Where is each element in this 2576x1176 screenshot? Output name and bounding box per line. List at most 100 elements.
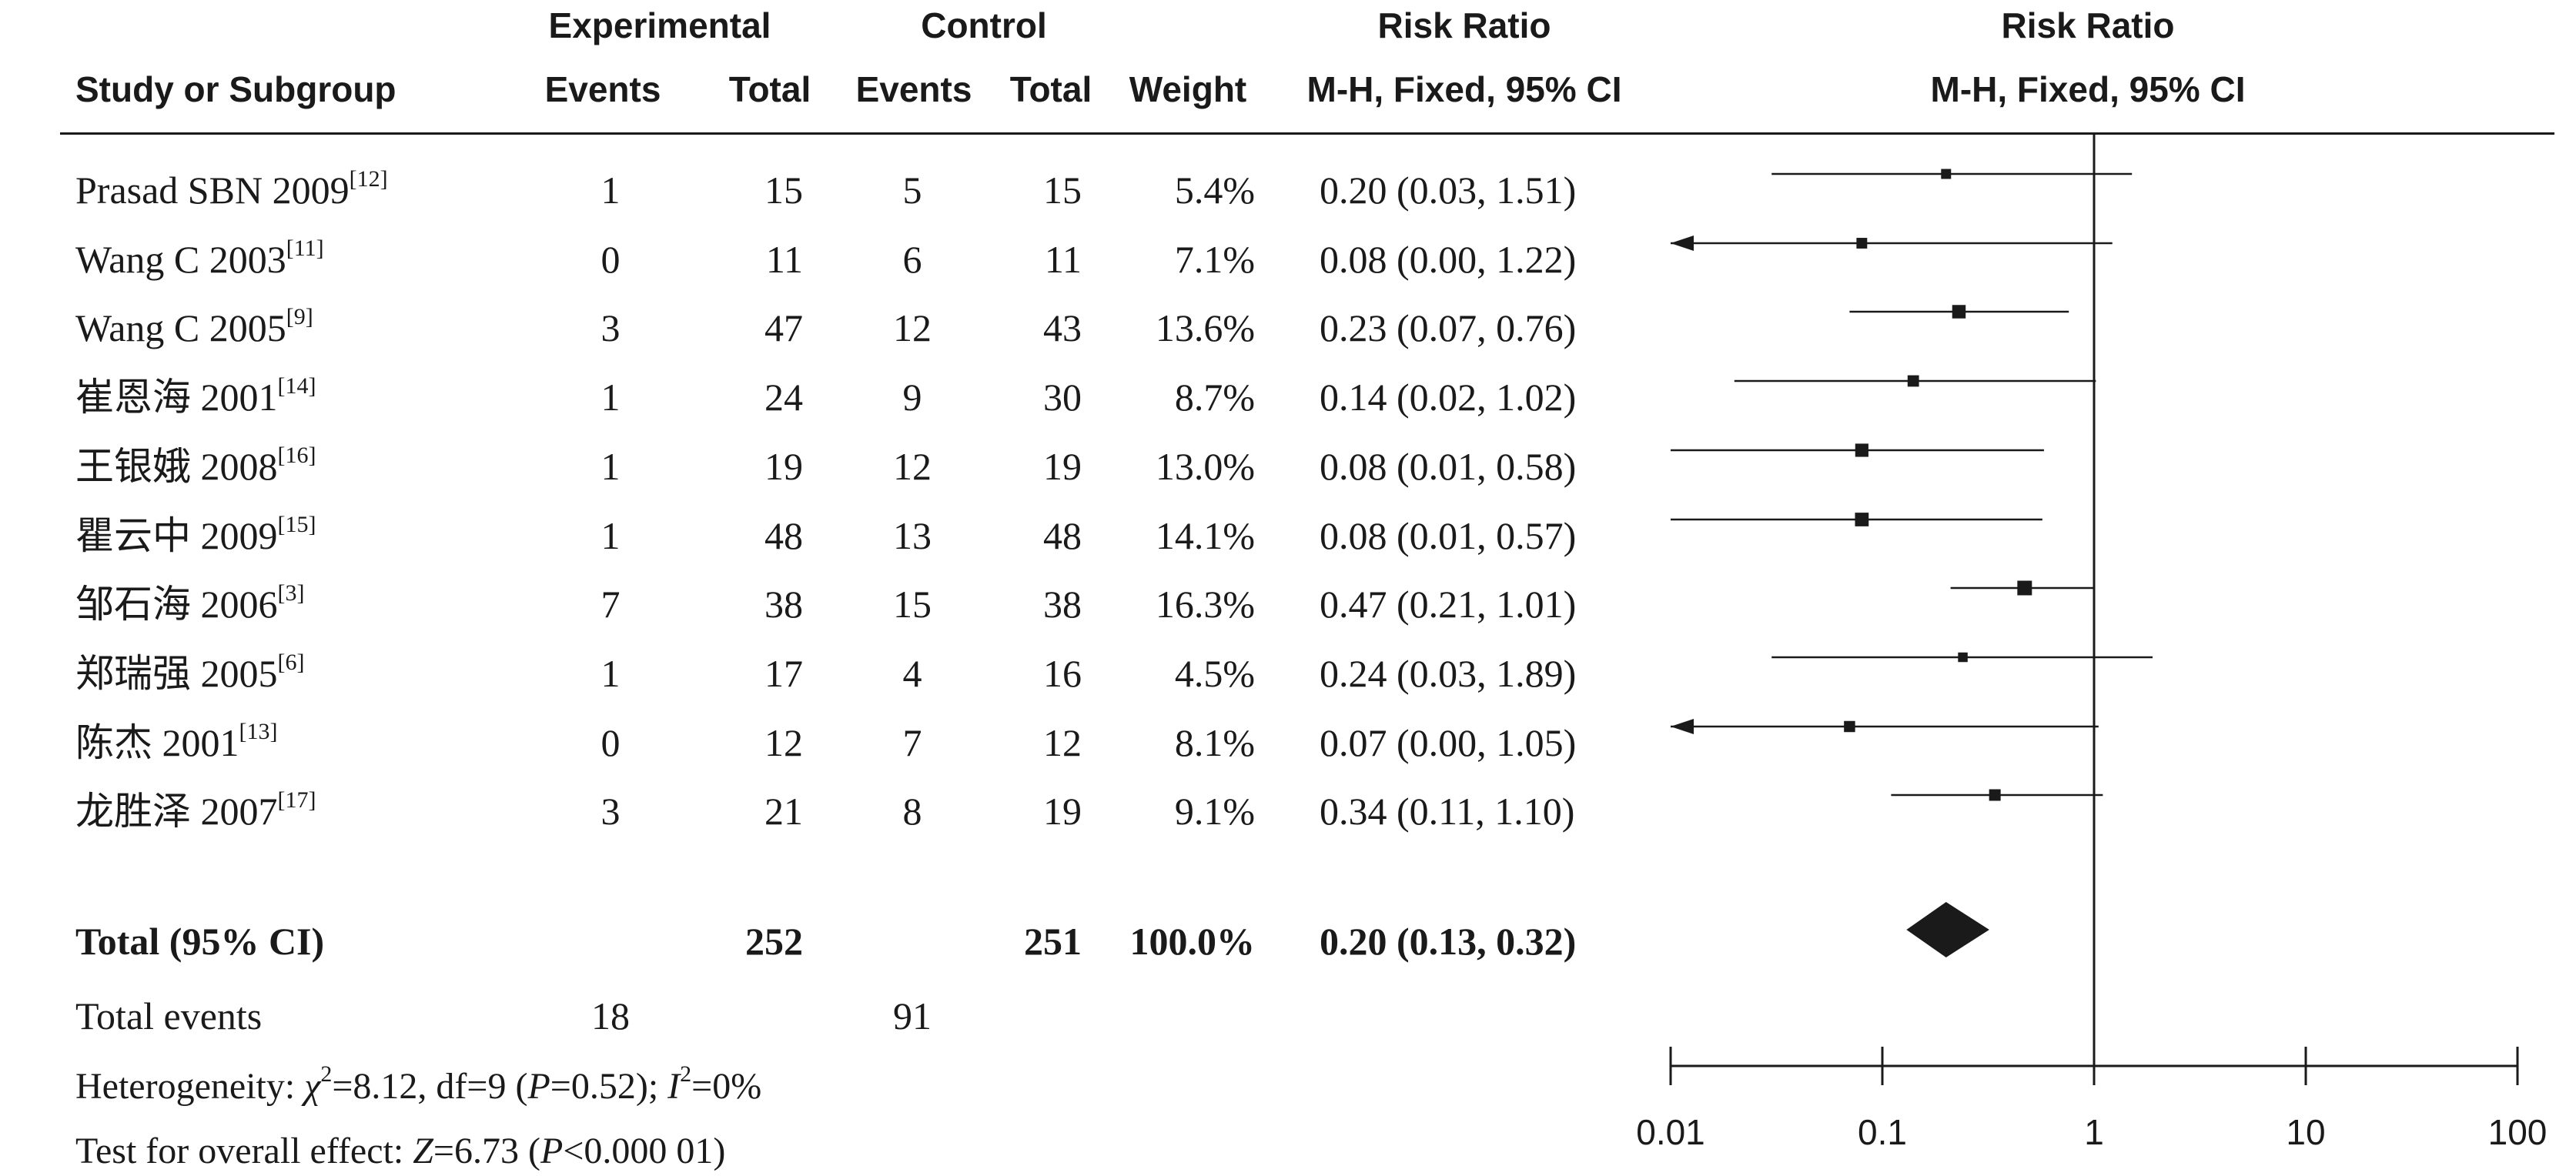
study-name: 邹石海 2006[3] [75,580,305,626]
study-reference: [12] [349,166,388,192]
study-reference: [15] [277,512,316,537]
study-estimate-marker [1855,443,1868,457]
experimental-total: 12 [764,721,803,764]
control-events: 7 [902,721,922,764]
x-tick-label: 1 [2084,1112,2104,1152]
experimental-events: 1 [601,514,621,557]
risk-ratio-column-header: Risk Ratio [1377,5,1551,45]
study-reference: [13] [239,719,278,744]
study-name: 陈杰 2001[13] [75,719,278,764]
study-weight: 4.5% [1174,652,1255,695]
study-weight: 5.4% [1174,169,1255,212]
control-total: 38 [1043,583,1082,626]
control-events-header: Events [855,69,972,109]
study-name: Prasad SBN 2009[12] [75,166,388,212]
control-total: 19 [1043,790,1082,833]
study-weight: 7.1% [1174,238,1255,281]
study-weight: 9.1% [1174,790,1255,833]
study-ci: 0.08 (0.00, 1.22) [1320,238,1577,281]
study-ci: 0.34 (0.11, 1.10) [1320,790,1575,833]
weight-header: Weight [1129,69,1247,109]
experimental-events: 7 [601,583,621,626]
study-weight: 13.6% [1155,306,1255,349]
ci-arrow [1671,236,1694,251]
experimental-total: 15 [764,169,803,212]
study-estimate-marker [1941,169,1952,179]
total-ci: 0.20 (0.13, 0.32) [1320,920,1577,963]
study-ci: 0.47 (0.21, 1.01) [1320,583,1577,626]
control-events: 15 [893,583,932,626]
control-total: 12 [1043,721,1082,764]
study-name: 瞿云中 2009[15] [75,512,316,557]
control-group-header: Control [921,5,1047,45]
x-tick-label: 100 [2488,1112,2548,1152]
experimental-events: 1 [601,445,621,488]
control-events: 12 [893,445,932,488]
risk-ratio-plot-header: Risk Ratio [2001,5,2175,45]
study-estimate-marker [1907,375,1919,387]
study-column-header: Study or Subgroup [75,69,396,109]
study-reference: [6] [277,650,305,675]
control-events: 9 [902,376,922,419]
study-estimate-marker [1952,305,1966,319]
ci-arrow [1671,719,1694,734]
x-tick-label: 0.1 [1858,1112,1907,1152]
study-ci: 0.20 (0.03, 1.51) [1320,169,1577,212]
study-ci: 0.07 (0.00, 1.05) [1320,721,1577,764]
experimental-total-header: Total [728,69,811,109]
study-weight: 13.0% [1155,445,1255,488]
study-weight: 14.1% [1155,514,1255,557]
control-events: 4 [902,652,922,695]
study-weight: 8.1% [1174,721,1255,764]
control-events: 13 [893,514,932,557]
study-name: 王银娥 2008[16] [75,443,316,488]
study-weight: 8.7% [1174,376,1255,419]
control-total: 15 [1043,169,1082,212]
header-divider [60,132,2554,135]
total-label: Total (95% CI) [75,920,325,963]
experimental-total: 48 [764,514,803,557]
study-estimate-marker [1856,238,1868,249]
study-estimate-marker [2017,580,2032,596]
heterogeneity-text: Heterogeneity: χ2=8.12, df=9 (P=0.52); I… [75,1061,762,1107]
experimental-total: 17 [764,652,803,695]
study-reference: [14] [277,373,316,399]
control-total: 48 [1043,514,1082,557]
experimental-events: 1 [601,652,621,695]
study-name: 郑瑞强 2005[6] [75,650,305,695]
total-events-experimental: 18 [591,994,630,1037]
control-total: 43 [1043,306,1082,349]
experimental-events: 0 [601,238,621,281]
method-column-header: M-H, Fixed, 95% CI [1306,69,1622,109]
total-control: 251 [1024,920,1082,963]
experimental-total: 38 [764,583,803,626]
experimental-total: 47 [764,306,803,349]
study-name: Wang C 2003[11] [75,236,324,281]
control-total: 19 [1043,445,1082,488]
control-events: 5 [902,169,922,212]
control-total: 11 [1044,238,1082,281]
study-ci: 0.14 (0.02, 1.02) [1320,376,1577,419]
study-ci: 0.23 (0.07, 0.76) [1320,306,1577,349]
experimental-events: 3 [601,306,621,349]
study-name: 龙胜泽 2007[17] [75,787,316,833]
control-events: 12 [893,306,932,349]
x-tick-label: 10 [2286,1112,2325,1152]
experimental-total: 24 [764,376,803,419]
pooled-estimate-diamond [1906,902,1989,957]
experimental-events: 3 [601,790,621,833]
control-total: 16 [1043,652,1082,695]
study-estimate-marker [1855,513,1869,526]
study-reference: [9] [286,304,313,329]
total-weight: 100.0% [1129,920,1256,963]
control-events: 6 [902,238,922,281]
experimental-events: 1 [601,376,621,419]
control-total: 30 [1043,376,1082,419]
experimental-events: 0 [601,721,621,764]
study-ci: 0.24 (0.03, 1.89) [1320,652,1577,695]
method-plot-header: M-H, Fixed, 95% CI [1930,69,2246,109]
study-reference: [16] [277,443,316,468]
study-estimate-marker [1989,789,2001,801]
experimental-group-header: Experimental [548,5,771,45]
